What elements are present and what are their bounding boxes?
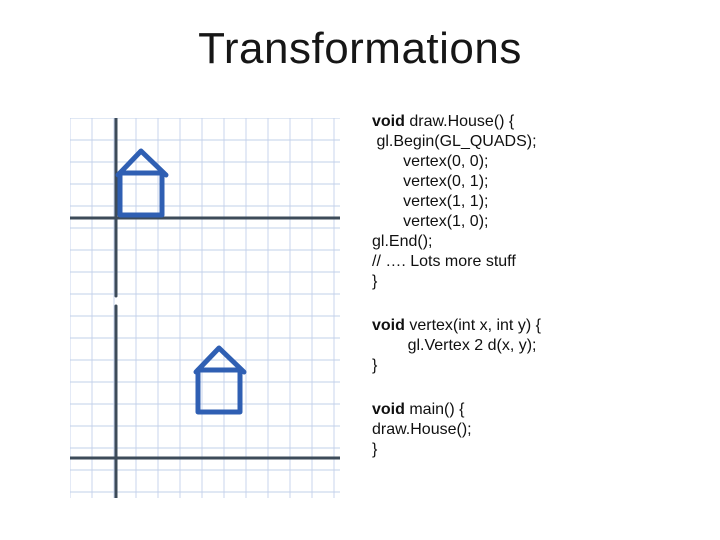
code-line: // …. Lots more stuff: [372, 252, 537, 272]
slide: Transformations void draw.House() { gl.B…: [0, 0, 720, 540]
code-line: void vertex(int x, int y) {: [372, 316, 541, 336]
code-block: void vertex(int x, int y) { gl.Vertex 2 …: [372, 316, 541, 376]
code-line: }: [372, 440, 472, 460]
code-text: vertex(int x, int y) {: [405, 317, 541, 334]
code-line: gl.Begin(GL_QUADS);: [372, 132, 537, 152]
code-line: gl.End();: [372, 232, 537, 252]
graph-figure: [70, 118, 340, 498]
code-keyword: void: [372, 317, 405, 334]
code-line: }: [372, 356, 541, 376]
code-line: vertex(0, 1);: [372, 172, 537, 192]
code-line: vertex(0, 0);: [372, 152, 537, 172]
code-line: vertex(1, 0);: [372, 212, 537, 232]
code-block: void draw.House() { gl.Begin(GL_QUADS); …: [372, 112, 537, 292]
code-keyword: void: [372, 401, 405, 418]
slide-title: Transformations: [0, 24, 720, 74]
code-keyword: void: [372, 113, 405, 130]
code-text: draw.House() {: [405, 113, 514, 130]
code-text: main() {: [405, 401, 465, 418]
graph-svg: [70, 118, 340, 498]
code-line: gl.Vertex 2 d(x, y);: [372, 336, 541, 356]
code-line: void draw.House() {: [372, 112, 537, 132]
code-line: vertex(1, 1);: [372, 192, 537, 212]
code-block: void main() {draw.House();}: [372, 400, 472, 460]
code-line: void main() {: [372, 400, 472, 420]
code-line: }: [372, 272, 537, 292]
code-line: draw.House();: [372, 420, 472, 440]
